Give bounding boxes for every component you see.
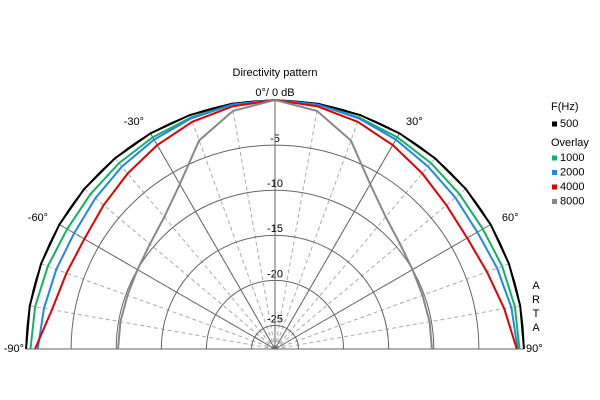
angle-label: -60° <box>28 212 48 224</box>
legend-swatch <box>552 199 557 204</box>
legend-label: 8000 <box>560 195 584 207</box>
legend-swatch <box>552 155 557 161</box>
legend-label: 4000 <box>560 181 584 193</box>
angle-grid-line <box>274 133 400 350</box>
angle-grid-line <box>150 133 276 350</box>
angle-grid-line <box>274 224 491 350</box>
legend-title: F(Hz) <box>551 101 579 113</box>
legend-label: 500 <box>560 118 578 130</box>
angle-label: -90° <box>4 343 24 355</box>
angle-label: 30° <box>406 116 423 128</box>
angle-grid-line <box>59 224 276 350</box>
chart-title: Directivity pattern <box>233 67 318 79</box>
radial-dash <box>40 263 276 350</box>
watermark: ARTA <box>530 280 542 336</box>
legend-title: Overlay <box>551 137 589 149</box>
angle-label: -30° <box>124 116 144 128</box>
legend-label: 2000 <box>560 166 584 178</box>
angle-label: 0°/ 0 dB <box>255 87 294 99</box>
radial-dash <box>274 263 510 350</box>
legend-swatch <box>552 170 557 175</box>
legend-swatch <box>552 184 557 190</box>
legend-swatch <box>552 121 557 127</box>
angle-label: 60° <box>502 212 519 224</box>
series-line <box>117 98 433 350</box>
angle-label: 90° <box>526 343 543 355</box>
legend-label: 1000 <box>560 152 584 164</box>
